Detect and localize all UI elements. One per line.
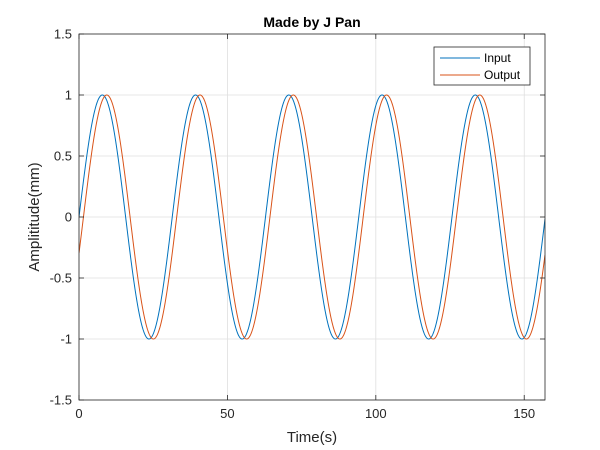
x-tick-label: 150 [513, 406, 535, 421]
chart-title: Made by J Pan [263, 14, 360, 30]
y-tick-label: 1.5 [54, 27, 72, 42]
y-tick-label: 0 [65, 210, 72, 225]
y-axis-label: Amplititude(mm) [26, 162, 43, 271]
x-tick-label: 0 [75, 406, 82, 421]
series-line-input [79, 94, 545, 340]
legend-box [433, 46, 531, 86]
y-tick-label: -1.5 [50, 393, 72, 408]
legend-label-output: Output [484, 68, 521, 82]
x-axis-label: Time(s) [287, 429, 337, 446]
y-tick-label: -1 [60, 332, 72, 347]
legend: Input Output [433, 46, 531, 86]
y-tick-label: -0.5 [50, 271, 72, 286]
series-line-output [79, 94, 545, 340]
x-axis-ticks: 0 50 100 150 [75, 34, 535, 421]
x-tick-label: 50 [220, 406, 234, 421]
y-tick-label: 0.5 [54, 149, 72, 164]
legend-label-input: Input [484, 51, 511, 65]
series-lines [79, 94, 545, 340]
y-axis-ticks: -1.5 -1 -0.5 0 0.5 1 1.5 [50, 27, 545, 408]
y-tick-label: 1 [65, 88, 72, 103]
x-tick-label: 100 [365, 406, 387, 421]
